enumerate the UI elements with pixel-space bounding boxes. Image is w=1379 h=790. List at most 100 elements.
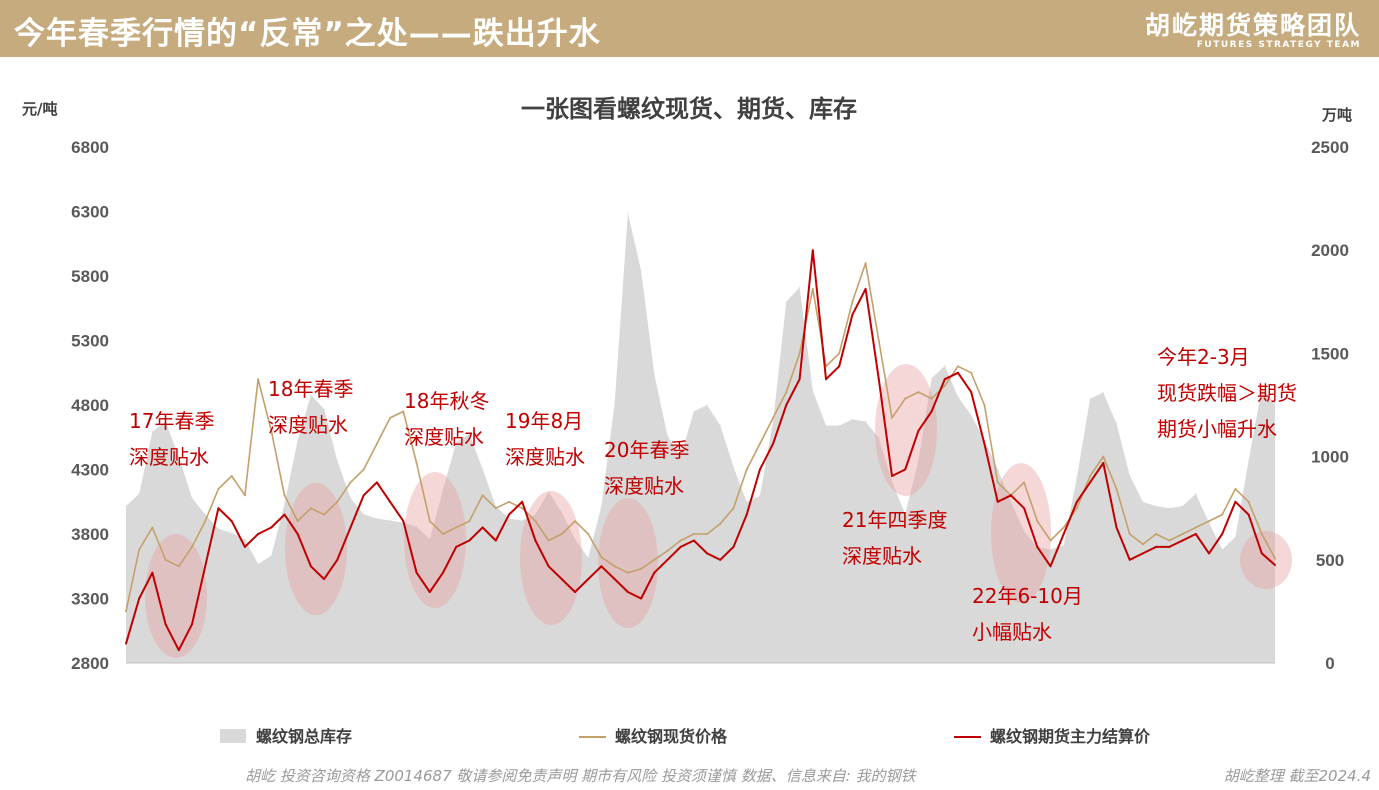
series-spot-point <box>1023 481 1026 484</box>
inventory-point <box>1129 474 1131 476</box>
series-spot-point <box>1049 539 1052 542</box>
series-spot-point <box>230 475 233 477</box>
series-spot-point <box>970 371 973 374</box>
series-spot-point <box>1274 557 1276 560</box>
annotation-label: 期货小幅升水 <box>1157 417 1277 441</box>
series-futures-point <box>1221 533 1224 535</box>
series-spot-point <box>679 539 682 542</box>
highlight-ellipse <box>404 472 466 608</box>
series-spot-point <box>1247 500 1250 503</box>
series-futures-point <box>613 578 616 581</box>
series-futures-point <box>402 520 405 523</box>
series-spot-point <box>798 352 801 355</box>
inventory-point <box>666 435 669 437</box>
inventory-point <box>1208 522 1210 524</box>
series-futures-point <box>1141 552 1144 555</box>
series-spot-point <box>270 429 273 432</box>
highlight-ellipse <box>1240 531 1292 589</box>
inventory-point <box>1221 548 1223 551</box>
series-futures-point <box>1089 481 1092 484</box>
series-futures-point <box>626 591 629 593</box>
inventory-point <box>1049 548 1052 551</box>
series-futures-point <box>1234 500 1237 503</box>
series-spot-point <box>1208 520 1210 523</box>
series-spot-point <box>415 462 418 464</box>
series-futures-point <box>1049 565 1052 568</box>
inventory-point <box>799 286 801 288</box>
series-spot-point <box>1141 543 1144 546</box>
series-spot-point <box>164 558 167 561</box>
series-futures-point <box>943 378 946 381</box>
annotation-label: 20年春季 <box>604 438 689 462</box>
inventory-area-layer <box>125 212 1276 663</box>
highlight-ellipse <box>285 483 347 615</box>
annotation-label: 21年四季度 <box>842 508 947 532</box>
annotation-label: 小幅贴水 <box>972 620 1052 644</box>
header-banner: 今年春季行情的“反常”之处——跌出升水 胡屹期货策略团队 FUTURES STR… <box>0 0 1379 57</box>
inventory-point <box>376 517 378 520</box>
series-futures-point <box>772 442 775 445</box>
series-spot-point <box>745 468 748 471</box>
series-futures-point <box>1260 552 1263 555</box>
series-spot-point <box>217 487 220 490</box>
series-futures-point <box>1115 526 1118 529</box>
inventory-point <box>310 394 312 396</box>
annotation-label: 今年2-3月 <box>1157 345 1250 369</box>
inventory-point <box>653 373 655 375</box>
series-futures-point <box>891 475 893 477</box>
y-left-tick-label: 6800 <box>71 138 109 157</box>
inventory-point <box>389 520 391 522</box>
annotation-label: 19年8月 <box>505 409 583 433</box>
inventory-point <box>1010 501 1012 503</box>
inventory-point <box>865 420 867 423</box>
y-right-tick-label: 1500 <box>1311 344 1349 363</box>
series-spot-point <box>640 567 643 570</box>
inventory-point <box>349 497 352 499</box>
series-spot-point <box>600 556 603 559</box>
chart-canvas: 一张图看螺纹现货、期货、库存 元/吨 万吨 6800 6300 5800 5300 4800 4… <box>22 95 1352 746</box>
y-left-tick-label: 3800 <box>71 525 109 544</box>
series-futures-point <box>904 468 907 471</box>
series-spot-point <box>732 507 735 510</box>
series-spot-point <box>362 468 365 471</box>
series-futures-point <box>270 526 273 529</box>
series-spot-point <box>323 513 326 516</box>
annotation-label: 深度贴水 <box>505 445 585 469</box>
series-spot-point <box>1181 533 1184 535</box>
inventory-point <box>1261 387 1263 390</box>
inventory-point <box>165 420 167 423</box>
inventory-point <box>482 468 484 470</box>
inventory-point <box>997 468 999 470</box>
inventory-point <box>891 480 893 482</box>
series-futures-point <box>719 558 722 561</box>
inventory-point <box>1142 501 1144 503</box>
series-futures-point <box>349 526 352 529</box>
inventory-point <box>217 528 219 530</box>
series-spot-point <box>468 520 471 523</box>
chart-title: 一张图看螺纹现货、期货、库存 <box>521 95 857 123</box>
series-spot-point <box>151 526 154 529</box>
series-futures-point <box>1009 494 1012 497</box>
series-spot-point <box>1075 507 1078 510</box>
series-futures-point <box>296 533 299 535</box>
inventory-point <box>1063 544 1065 547</box>
inventory-point <box>138 493 140 495</box>
inventory-point <box>627 212 629 214</box>
inventory-point <box>1234 536 1236 538</box>
series-spot-point <box>957 365 959 368</box>
series-spot-point <box>930 397 933 400</box>
series-futures-point <box>1023 507 1026 510</box>
series-futures-point <box>877 378 880 381</box>
inventory-point <box>297 439 299 441</box>
inventory-point <box>416 526 418 528</box>
inventory-point <box>600 505 603 507</box>
annotation-label: 深度贴水 <box>604 474 684 498</box>
brand-logo-subtitle: FUTURES STRATEGY TEAM <box>1196 40 1361 50</box>
inventory-point <box>719 425 721 427</box>
inventory-point <box>336 460 338 462</box>
series-futures-point <box>1194 533 1197 535</box>
annotation-label: 深度贴水 <box>842 544 922 568</box>
inventory-point <box>1274 402 1276 404</box>
inventory-point <box>706 404 708 406</box>
inventory-point <box>125 505 127 507</box>
